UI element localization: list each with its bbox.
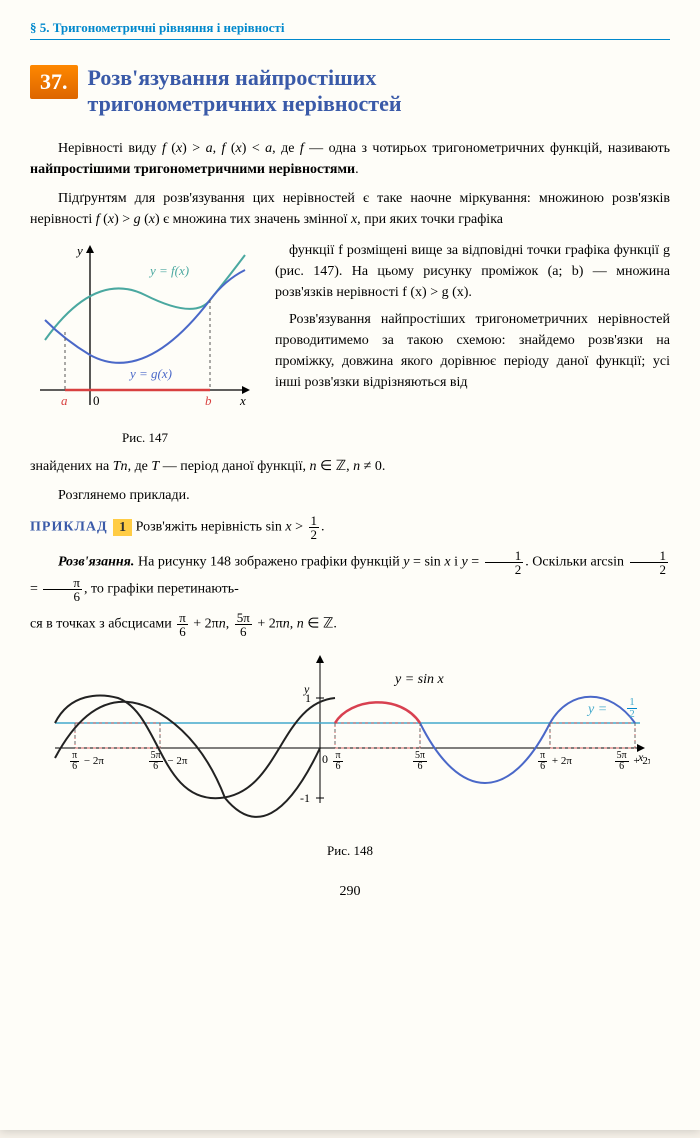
solution-p2: ся в точках з абсцисами π6 + 2πn, 5π6 + …	[30, 611, 670, 638]
svg-text:-1: -1	[300, 791, 310, 805]
svg-text:0: 0	[93, 393, 100, 408]
examples-intro: Розглянемо приклади.	[30, 485, 670, 506]
svg-text:y = sin x: y = sin x	[393, 672, 444, 687]
svg-text:y: y	[303, 682, 310, 696]
svg-text:b: b	[205, 393, 212, 408]
figure-148: 1 -1	[30, 653, 670, 859]
fig148-caption: Рис. 148	[30, 843, 670, 859]
wrap-text: функції f розміщені вище за відповідні т…	[275, 240, 670, 446]
solution-p1: Розв'язання. На рисунку 148 зображено гр…	[30, 549, 670, 603]
intro-para-1: Нерівності виду f (x) > a, f (x) < a, де…	[30, 138, 670, 180]
topic-heading: 37. Розв'язування найпростіших тригономе…	[30, 65, 670, 118]
svg-text:y: y	[75, 243, 83, 258]
svg-text:y = f(x): y = f(x)	[148, 263, 189, 278]
section-header: § 5. Тригонометричні рівняння і нерівнос…	[30, 20, 670, 40]
svg-text:a: a	[61, 393, 68, 408]
intro-para-2: Підґрунтям для розв'язування цих нерівно…	[30, 188, 670, 230]
page-number: 290	[30, 884, 670, 900]
svg-text:y = g(x): y = g(x)	[128, 366, 172, 381]
svg-text:x: x	[239, 393, 246, 408]
svg-text:y =: y =	[586, 702, 607, 717]
topic-number: 37.	[30, 65, 78, 99]
fig147-caption: Рис. 147	[30, 430, 260, 446]
example-1: ПРИКЛАД 1 Розв'яжіть нерівність sin x > …	[30, 514, 670, 541]
topic-title: Розв'язування найпростіших тригонометрич…	[88, 65, 402, 118]
para-after-fig: знайдених на Tn, де T — період даної фун…	[30, 456, 670, 477]
figure-147: y y = f(x) y = g(x) a 0 b x Рис. 147	[30, 240, 260, 446]
